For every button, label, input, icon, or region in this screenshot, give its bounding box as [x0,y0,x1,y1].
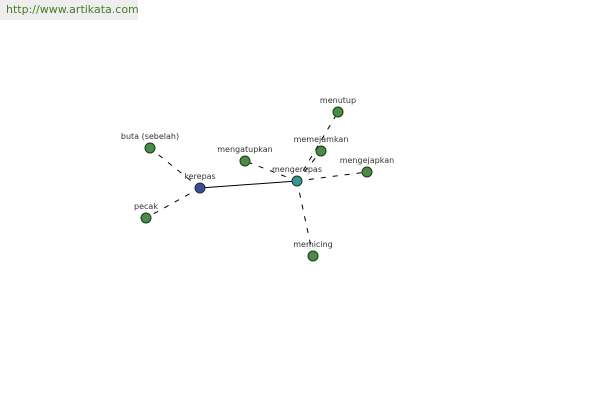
node-label: buta (sebelah) [121,132,179,141]
node-label: mengerepas [272,165,322,174]
node-label: memicing [293,240,333,249]
node-label: memejamkan [294,135,349,144]
node-label: pecak [134,202,158,211]
edge-kerepas-pecak [145,187,201,219]
edge-mengerepas-memicing [296,180,314,257]
node-menutup[interactable] [332,106,344,118]
node-pecak[interactable] [140,212,152,224]
edge-kerepas-mengerepas [199,180,298,189]
node-label: kerepas [184,172,215,181]
watermark-link[interactable]: http://www.artikata.com [0,0,139,20]
node-memicing[interactable] [307,250,319,262]
node-memejamkan[interactable] [315,145,327,157]
node-label: menutup [320,96,356,105]
edge-kerepas-buta [149,147,201,189]
node-buta[interactable] [144,142,156,154]
node-label: mengatupkan [217,145,273,154]
node-mengejapkan[interactable] [361,166,373,178]
node-label: mengejapkan [340,156,394,165]
node-mengerepas[interactable] [291,175,303,187]
edge-mengerepas-menutup [296,111,339,182]
node-kerepas[interactable] [194,182,206,194]
edge-mengerepas-mengatupkan [244,160,298,182]
node-mengatupkan[interactable] [239,155,251,167]
